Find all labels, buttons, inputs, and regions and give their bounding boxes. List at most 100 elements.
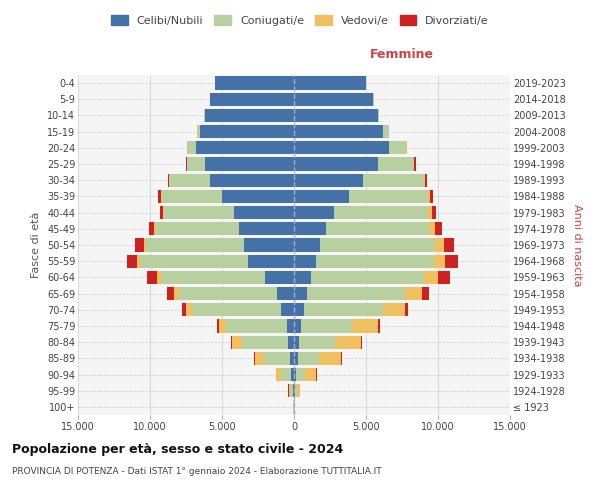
Bar [294, 254, 316, 268]
Bar [299, 336, 335, 349]
Bar [179, 287, 277, 300]
Bar [377, 158, 413, 170]
Bar [211, 92, 294, 106]
Bar [244, 238, 294, 252]
Bar [232, 336, 242, 349]
Bar [301, 320, 352, 332]
Bar [294, 368, 296, 381]
Bar [200, 125, 294, 138]
Bar [160, 206, 163, 220]
Bar [281, 303, 294, 316]
Bar [319, 352, 341, 365]
Bar [415, 158, 416, 170]
Bar [290, 352, 294, 365]
Bar [158, 190, 161, 203]
Bar [297, 384, 300, 398]
Bar [281, 368, 292, 381]
Bar [143, 238, 146, 252]
Bar [140, 254, 248, 268]
Bar [226, 320, 287, 332]
Bar [149, 222, 154, 235]
Bar [157, 270, 161, 284]
Bar [424, 270, 438, 284]
Bar [438, 270, 449, 284]
Bar [293, 384, 294, 398]
Bar [349, 190, 428, 203]
Bar [265, 270, 294, 284]
Text: Popolazione per età, sesso e stato civile - 2024: Popolazione per età, sesso e stato civil… [12, 442, 343, 456]
Bar [211, 174, 294, 187]
Legend: Celibi/Nubili, Coniugati/e, Vedovi/e, Divorziati/e: Celibi/Nubili, Coniugati/e, Vedovi/e, Di… [107, 10, 493, 30]
Bar [294, 336, 299, 349]
Bar [187, 141, 196, 154]
Bar [254, 352, 255, 365]
Bar [205, 109, 294, 122]
Bar [154, 222, 156, 235]
Bar [425, 174, 427, 187]
Bar [287, 320, 294, 332]
Bar [294, 125, 383, 138]
Bar [444, 238, 454, 252]
Bar [296, 368, 305, 381]
Bar [430, 190, 433, 203]
Bar [377, 320, 380, 332]
Bar [215, 76, 294, 90]
Bar [186, 303, 192, 316]
Bar [135, 238, 143, 252]
Bar [164, 206, 233, 220]
Bar [294, 222, 326, 235]
Bar [205, 158, 294, 170]
Bar [242, 336, 288, 349]
Bar [295, 384, 297, 398]
Bar [435, 222, 442, 235]
Bar [174, 287, 179, 300]
Bar [186, 158, 187, 170]
Bar [294, 352, 298, 365]
Bar [277, 287, 294, 300]
Bar [334, 206, 428, 220]
Bar [361, 336, 362, 349]
Bar [431, 206, 436, 220]
Bar [422, 287, 428, 300]
Bar [430, 222, 435, 235]
Bar [288, 336, 294, 349]
Bar [298, 352, 319, 365]
Bar [217, 320, 219, 332]
Bar [146, 238, 244, 252]
Bar [445, 254, 458, 268]
Bar [294, 76, 366, 90]
Bar [352, 320, 377, 332]
Bar [292, 368, 294, 381]
Bar [168, 174, 169, 187]
Bar [294, 158, 377, 170]
Bar [294, 206, 334, 220]
Bar [170, 174, 211, 187]
Bar [231, 336, 232, 349]
Bar [294, 238, 320, 252]
Bar [377, 109, 379, 122]
Bar [196, 141, 294, 154]
Bar [294, 384, 295, 398]
Bar [326, 222, 430, 235]
Bar [294, 320, 301, 332]
Y-axis label: Fasce di età: Fasce di età [31, 212, 41, 278]
Bar [233, 206, 294, 220]
Bar [290, 384, 293, 398]
Bar [163, 206, 164, 220]
Bar [435, 238, 444, 252]
Text: PROVINCIA DI POTENZA - Dati ISTAT 1° gennaio 2024 - Elaborazione TUTTITALIA.IT: PROVINCIA DI POTENZA - Dati ISTAT 1° gen… [12, 468, 382, 476]
Bar [294, 303, 304, 316]
Bar [137, 254, 140, 268]
Bar [219, 320, 226, 332]
Bar [428, 190, 430, 203]
Bar [276, 368, 281, 381]
Bar [405, 303, 409, 316]
Bar [389, 141, 406, 154]
Bar [197, 125, 200, 138]
Bar [424, 174, 425, 187]
Bar [248, 254, 294, 268]
Bar [289, 384, 290, 398]
Bar [127, 254, 137, 268]
Bar [255, 352, 264, 365]
Bar [161, 270, 265, 284]
